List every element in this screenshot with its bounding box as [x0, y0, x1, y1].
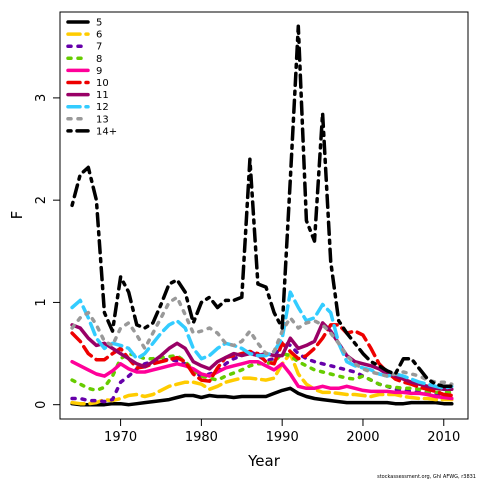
y-axis-title: F — [8, 211, 26, 220]
y-tick-label: 0 — [34, 401, 49, 409]
legend-label: 10 — [96, 78, 109, 89]
x-tick-label: 1990 — [266, 430, 299, 445]
legend-label: 12 — [96, 102, 109, 113]
legend-label: 14+ — [96, 126, 117, 137]
legend-label: 9 — [96, 66, 102, 77]
legend-label: 13 — [96, 114, 109, 125]
legend-label: 6 — [96, 30, 102, 41]
x-axis: 1970 1980 1990 2000 2010 — [104, 418, 460, 445]
legend-label: 8 — [96, 54, 102, 65]
series-line-9 — [70, 359, 454, 401]
credit-text: stockassessment.org, Ghl AFWG, r3831 — [377, 474, 476, 480]
legend-label: 5 — [96, 18, 102, 29]
x-axis-title: Year — [247, 452, 281, 470]
legend-label: 7 — [96, 42, 102, 53]
y-tick-label: 2 — [34, 196, 49, 204]
x-tick-label: 1980 — [185, 430, 218, 445]
series-line-5 — [70, 386, 454, 407]
series-line-12 — [70, 290, 454, 391]
y-tick-label: 1 — [34, 298, 49, 306]
legend-label: 11 — [96, 90, 109, 101]
x-tick-label: 2000 — [346, 430, 379, 445]
y-tick-label: 3 — [34, 94, 49, 102]
y-axis: 0 1 2 3 — [34, 94, 61, 409]
series-line-6 — [70, 351, 454, 406]
series-line-14plus — [70, 24, 454, 389]
x-tick-label: 1970 — [104, 430, 137, 445]
series-layer — [70, 24, 454, 407]
x-tick-label: 2010 — [427, 430, 460, 445]
